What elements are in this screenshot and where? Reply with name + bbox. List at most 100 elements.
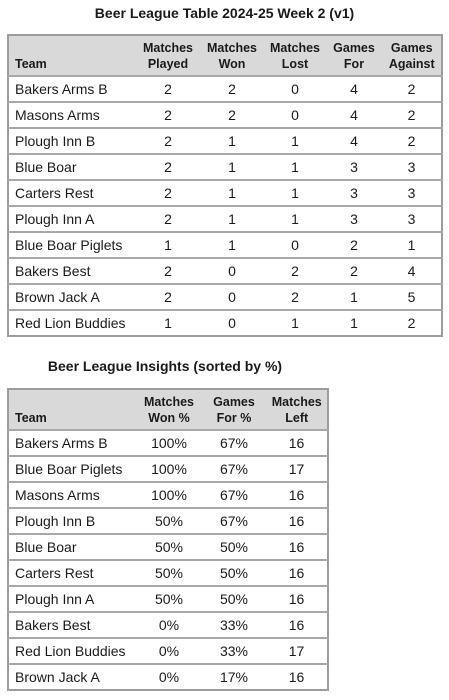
column-header-label: Won (218, 57, 246, 71)
value-cell: 4 (326, 127, 382, 154)
value-cell: 5 (382, 283, 442, 310)
value-cell: 0 (264, 231, 326, 258)
value-cell: 1 (200, 231, 264, 258)
value-cell: 50% (202, 533, 266, 560)
value-cell: 4 (326, 101, 382, 128)
column-header-label: Games (390, 41, 433, 55)
value-cell: 2 (136, 75, 200, 102)
value-cell: 1 (200, 179, 264, 206)
value-cell: 17% (202, 663, 266, 690)
value-cell: 50% (202, 585, 266, 612)
value-cell: 4 (382, 257, 442, 284)
value-cell: 1 (326, 309, 382, 336)
value-cell: 50% (136, 533, 202, 560)
value-cell: 17 (266, 455, 328, 482)
value-cell: 1 (200, 205, 264, 232)
table-row: Blue Boar Piglets 1 1 0 2 1 (8, 231, 442, 258)
table-row: Carters Rest 50% 50% 16 (8, 559, 328, 586)
value-cell: 1 (136, 231, 200, 258)
team-cell: Masons Arms (8, 481, 136, 508)
value-cell: 1 (382, 231, 442, 258)
team-cell: Plough Inn B (8, 127, 136, 154)
value-cell: 16 (266, 481, 328, 508)
insights-table-title: Beer League Insights (sorted by %) (47, 358, 283, 374)
league-table-body: Bakers Arms B 2 2 0 4 2 Masons Arms 2 2 0 4 2 Plough… (8, 75, 442, 336)
value-cell: 1 (264, 153, 326, 180)
table-row: Blue Boar Piglets 100% 67% 17 (8, 455, 328, 482)
value-cell: 4 (326, 75, 382, 102)
value-cell: 16 (266, 559, 328, 586)
team-cell: Bakers Best (8, 611, 136, 638)
value-cell: 3 (382, 205, 442, 232)
value-cell: 2 (136, 153, 200, 180)
value-cell: 2 (136, 205, 200, 232)
value-cell: 16 (266, 585, 328, 612)
value-cell: 3 (382, 153, 442, 180)
team-cell: Blue Boar Piglets (8, 231, 136, 258)
value-cell: 50% (202, 559, 266, 586)
value-cell: 67% (202, 455, 266, 482)
table-row: Red Lion Buddies 1 0 1 1 2 (8, 309, 442, 336)
table-row: Plough Inn B 50% 67% 16 (8, 507, 328, 534)
value-cell: 2 (136, 257, 200, 284)
value-cell: 2 (326, 231, 382, 258)
column-header: Matches Left (265, 388, 329, 431)
value-cell: 2 (264, 283, 326, 310)
column-header: Games For (325, 34, 383, 77)
value-cell: 2 (136, 101, 200, 128)
team-cell: Blue Boar Piglets (8, 455, 136, 482)
value-cell: 1 (326, 283, 382, 310)
value-cell: 67% (202, 429, 266, 456)
column-header-label: Matches (206, 41, 258, 55)
value-cell: 2 (382, 127, 442, 154)
value-cell: 2 (382, 309, 442, 336)
column-header-label: Won % (148, 411, 190, 425)
column-header: Games Against (381, 34, 443, 77)
team-cell: Blue Boar (8, 533, 136, 560)
insights-table-body: Bakers Arms B 100% 67% 16 Blue Boar Piglets 1… (8, 429, 328, 690)
column-header-label: Games (333, 41, 375, 55)
table-row: Blue Boar 2 1 1 3 3 (8, 153, 442, 180)
value-cell: 3 (382, 179, 442, 206)
table-row: Bakers Arms B 100% 67% 16 (8, 429, 328, 456)
value-cell: 0 (200, 283, 264, 310)
value-cell: 16 (266, 533, 328, 560)
team-cell: Carters Rest (8, 179, 136, 206)
value-cell: 2 (382, 101, 442, 128)
table-row: Masons Arms 100% 67% 16 (8, 481, 328, 508)
table-row: Plough Inn A 50% 50% 16 (8, 585, 328, 612)
value-cell: 33% (202, 611, 266, 638)
column-header: Matches Lost (263, 34, 327, 77)
column-header: Matches Played (135, 34, 201, 77)
table-row: Blue Boar 50% 50% 16 (8, 533, 328, 560)
team-cell: Bakers Arms B (8, 429, 136, 456)
value-cell: 0 (200, 257, 264, 284)
insights-table-header-row: Team Matches Won % Games For % Matches Left (7, 388, 329, 431)
team-cell: Carters Rest (8, 559, 136, 586)
column-header: Games For % (201, 388, 267, 431)
value-cell: 1 (200, 127, 264, 154)
value-cell: 67% (202, 507, 266, 534)
value-cell: 1 (264, 127, 326, 154)
value-cell: 3 (326, 205, 382, 232)
value-cell: 1 (264, 309, 326, 336)
value-cell: 100% (136, 455, 202, 482)
league-table-header-row: Team Matches Played Matches Won Matches Lost Ga… (7, 34, 443, 77)
league-table-title: Beer League Table 2024-25 Week 2 (v1) (94, 5, 355, 21)
value-cell: 3 (326, 153, 382, 180)
league-table: Team Matches Played Matches Won Matches Lost Ga… (7, 34, 443, 337)
value-cell: 2 (264, 257, 326, 284)
value-cell: 1 (136, 309, 200, 336)
value-cell: 33% (202, 637, 266, 664)
team-cell: Red Lion Buddies (8, 637, 136, 664)
column-header-label: Matches (269, 41, 321, 55)
table-row: Carters Rest 2 1 1 3 3 (8, 179, 442, 206)
value-cell: 0% (136, 637, 202, 664)
team-cell: Red Lion Buddies (8, 309, 136, 336)
column-header-label: Lost (281, 57, 309, 71)
value-cell: 2 (136, 179, 200, 206)
column-header: Matches Won % (135, 388, 203, 431)
